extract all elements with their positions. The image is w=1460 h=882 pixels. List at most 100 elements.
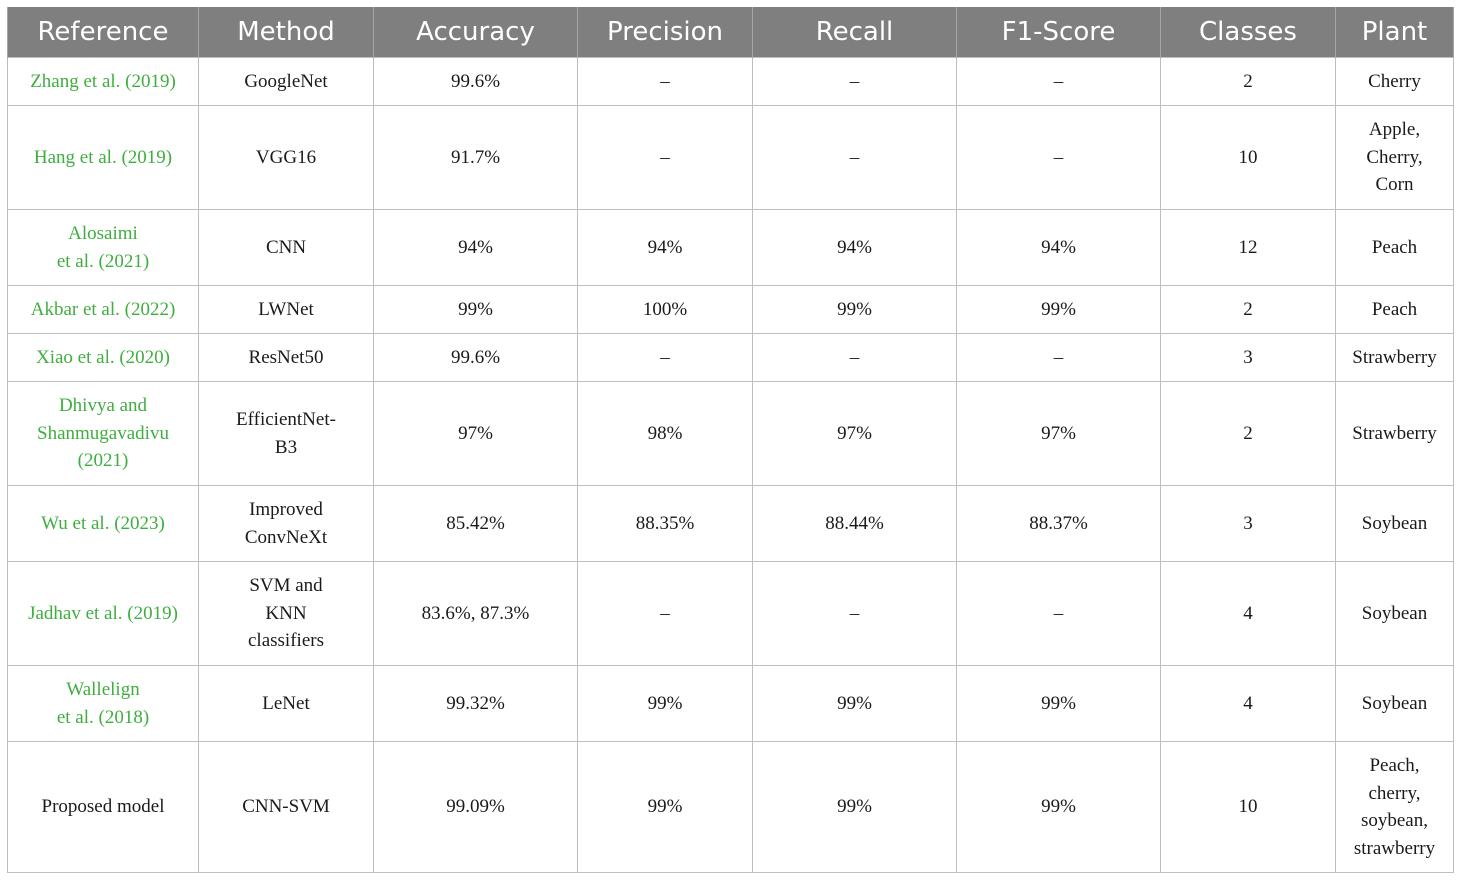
header-precision: Precision bbox=[577, 7, 753, 58]
classes-cell: 4 bbox=[1160, 561, 1336, 666]
accuracy-cell: 91.7% bbox=[373, 105, 578, 210]
reference-link[interactable]: Wallelign et al. (2018) bbox=[7, 665, 199, 742]
table-row: Dhivya and Shanmugavadivu (2021) Efficie… bbox=[7, 381, 1454, 486]
precision-cell: 98% bbox=[577, 381, 753, 486]
reference-link[interactable]: Jadhav et al. (2019) bbox=[7, 561, 199, 666]
f1-cell: – bbox=[956, 333, 1161, 382]
table-row: Akbar et al. (2022) LWNet 99% 100% 99% 9… bbox=[7, 285, 1454, 334]
reference-link[interactable]: Hang et al. (2019) bbox=[7, 105, 199, 210]
header-recall: Recall bbox=[752, 7, 957, 58]
method-cell: Improved ConvNeXt bbox=[198, 485, 374, 562]
method-cell: VGG16 bbox=[198, 105, 374, 210]
reference-link[interactable]: Dhivya and Shanmugavadivu (2021) bbox=[7, 381, 199, 486]
plant-cell: Soybean bbox=[1335, 561, 1454, 666]
f1-cell: 99% bbox=[956, 741, 1161, 873]
plant-cell: Strawberry bbox=[1335, 381, 1454, 486]
accuracy-cell: 99.6% bbox=[373, 57, 578, 106]
method-cell: GoogleNet bbox=[198, 57, 374, 106]
precision-cell: – bbox=[577, 105, 753, 210]
method-cell: LeNet bbox=[198, 665, 374, 742]
precision-cell: 99% bbox=[577, 741, 753, 873]
reference-link[interactable]: Alosaimi et al. (2021) bbox=[7, 209, 199, 286]
reference-link[interactable]: Wu et al. (2023) bbox=[7, 485, 199, 562]
method-cell: LWNet bbox=[198, 285, 374, 334]
precision-cell: – bbox=[577, 57, 753, 106]
f1-cell: – bbox=[956, 57, 1161, 106]
reference-link[interactable]: Xiao et al. (2020) bbox=[7, 333, 199, 382]
f1-cell: 99% bbox=[956, 285, 1161, 334]
classes-cell: 3 bbox=[1160, 485, 1336, 562]
table-row: Xiao et al. (2020) ResNet50 99.6% – – – … bbox=[7, 333, 1454, 382]
recall-cell: – bbox=[752, 561, 957, 666]
recall-cell: 99% bbox=[752, 665, 957, 742]
f1-cell: 99% bbox=[956, 665, 1161, 742]
classes-cell: 2 bbox=[1160, 381, 1336, 486]
recall-cell: – bbox=[752, 57, 957, 106]
recall-cell: 88.44% bbox=[752, 485, 957, 562]
accuracy-cell: 99.09% bbox=[373, 741, 578, 873]
plant-cell: Peach bbox=[1335, 285, 1454, 334]
method-cell: CNN-SVM bbox=[198, 741, 374, 873]
classes-cell: 10 bbox=[1160, 105, 1336, 210]
plant-cell: Strawberry bbox=[1335, 333, 1454, 382]
recall-cell: 99% bbox=[752, 741, 957, 873]
plant-cell: Apple, Cherry, Corn bbox=[1335, 105, 1454, 210]
classes-cell: 3 bbox=[1160, 333, 1336, 382]
plant-cell: Peach bbox=[1335, 209, 1454, 286]
reference-cell: Proposed model bbox=[7, 741, 199, 873]
recall-cell: – bbox=[752, 333, 957, 382]
comparison-table: Reference Method Accuracy Precision Reca… bbox=[7, 7, 1454, 873]
method-cell: CNN bbox=[198, 209, 374, 286]
accuracy-cell: 99.6% bbox=[373, 333, 578, 382]
f1-cell: – bbox=[956, 561, 1161, 666]
precision-cell: 94% bbox=[577, 209, 753, 286]
table-row: Wallelign et al. (2018) LeNet 99.32% 99%… bbox=[7, 665, 1454, 742]
accuracy-cell: 94% bbox=[373, 209, 578, 286]
table-row: Jadhav et al. (2019) SVM and KNN classif… bbox=[7, 561, 1454, 666]
classes-cell: 10 bbox=[1160, 741, 1336, 873]
precision-cell: 99% bbox=[577, 665, 753, 742]
plant-cell: Peach, cherry, soybean, strawberry bbox=[1335, 741, 1454, 873]
recall-cell: 97% bbox=[752, 381, 957, 486]
precision-cell: 100% bbox=[577, 285, 753, 334]
table-header-row: Reference Method Accuracy Precision Reca… bbox=[7, 7, 1454, 58]
method-cell: SVM and KNN classifiers bbox=[198, 561, 374, 666]
table-row: Alosaimi et al. (2021) CNN 94% 94% 94% 9… bbox=[7, 209, 1454, 286]
accuracy-cell: 85.42% bbox=[373, 485, 578, 562]
plant-cell: Soybean bbox=[1335, 665, 1454, 742]
header-f1-score: F1-Score bbox=[956, 7, 1161, 58]
header-classes: Classes bbox=[1160, 7, 1336, 58]
classes-cell: 2 bbox=[1160, 285, 1336, 334]
precision-cell: – bbox=[577, 333, 753, 382]
precision-cell: – bbox=[577, 561, 753, 666]
recall-cell: 99% bbox=[752, 285, 957, 334]
accuracy-cell: 99% bbox=[373, 285, 578, 334]
recall-cell: 94% bbox=[752, 209, 957, 286]
table-row: Proposed model CNN-SVM 99.09% 99% 99% 99… bbox=[7, 741, 1454, 873]
recall-cell: – bbox=[752, 105, 957, 210]
f1-cell: 97% bbox=[956, 381, 1161, 486]
method-cell: ResNet50 bbox=[198, 333, 374, 382]
header-accuracy: Accuracy bbox=[373, 7, 578, 58]
plant-cell: Cherry bbox=[1335, 57, 1454, 106]
table-row: Zhang et al. (2019) GoogleNet 99.6% – – … bbox=[7, 57, 1454, 106]
classes-cell: 4 bbox=[1160, 665, 1336, 742]
accuracy-cell: 97% bbox=[373, 381, 578, 486]
table-row: Wu et al. (2023) Improved ConvNeXt 85.42… bbox=[7, 485, 1454, 562]
header-method: Method bbox=[198, 7, 374, 58]
f1-cell: – bbox=[956, 105, 1161, 210]
f1-cell: 94% bbox=[956, 209, 1161, 286]
header-reference: Reference bbox=[7, 7, 199, 58]
precision-cell: 88.35% bbox=[577, 485, 753, 562]
f1-cell: 88.37% bbox=[956, 485, 1161, 562]
classes-cell: 12 bbox=[1160, 209, 1336, 286]
accuracy-cell: 83.6%, 87.3% bbox=[373, 561, 578, 666]
accuracy-cell: 99.32% bbox=[373, 665, 578, 742]
reference-link[interactable]: Zhang et al. (2019) bbox=[7, 57, 199, 106]
header-plant: Plant bbox=[1335, 7, 1454, 58]
classes-cell: 2 bbox=[1160, 57, 1336, 106]
reference-link[interactable]: Akbar et al. (2022) bbox=[7, 285, 199, 334]
plant-cell: Soybean bbox=[1335, 485, 1454, 562]
method-cell: EfficientNet- B3 bbox=[198, 381, 374, 486]
table-row: Hang et al. (2019) VGG16 91.7% – – – 10 … bbox=[7, 105, 1454, 210]
